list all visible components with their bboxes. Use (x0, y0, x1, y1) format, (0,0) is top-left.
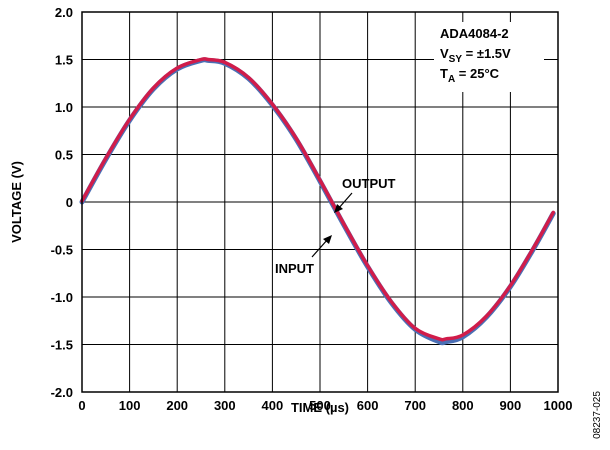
x-tick-label: 100 (119, 398, 141, 413)
y-tick-label: -1.0 (51, 290, 73, 305)
x-tick-label: 700 (404, 398, 426, 413)
x-tick-label: 800 (452, 398, 474, 413)
y-tick-label: 1.0 (55, 100, 73, 115)
y-tick-label: 1.5 (55, 53, 73, 68)
figure-id: 08237-025 (592, 391, 603, 439)
series-input-line (79, 57, 556, 346)
y-tick-label: -1.5 (51, 338, 73, 353)
y-axis-title: VOLTAGE (V) (9, 161, 24, 243)
x-tick-label: 500 (309, 398, 331, 413)
y-tick-label: 0 (66, 195, 73, 210)
output-label: OUTPUT (342, 176, 396, 191)
y-tick-label: -0.5 (51, 243, 73, 258)
input-arrow (311, 235, 332, 258)
y-tick-labels: 2.0 1.5 1.0 0.5 0 -0.5 -1.0 -1.5 -2.0 (51, 5, 73, 400)
x-tick-label: 900 (500, 398, 522, 413)
y-tick-label: 0.5 (55, 148, 73, 163)
x-tick-labels: 0 100 200 300 400 500 600 700 800 900 1000 (78, 398, 572, 413)
annotation-supply: VSY = ±1.5V (440, 46, 511, 65)
x-tick-label: 1000 (544, 398, 573, 413)
x-tick-label: 600 (357, 398, 379, 413)
y-tick-label: -2.0 (51, 385, 73, 400)
x-tick-label: 300 (214, 398, 236, 413)
series-group (79, 56, 556, 346)
y-tick-label: 2.0 (55, 5, 73, 20)
annotation-device: ADA4084-2 (440, 26, 509, 41)
input-label: INPUT (275, 261, 314, 276)
annotation-temperature: TA = 25°C (440, 66, 500, 85)
x-tick-label: 0 (78, 398, 85, 413)
series-output-line (80, 56, 555, 342)
x-axis-title: TIME (µs) (291, 400, 349, 415)
output-arrow (334, 192, 353, 213)
annotation-box (434, 22, 544, 92)
x-tick-label: 200 (166, 398, 188, 413)
x-tick-label: 400 (262, 398, 284, 413)
plot-frame (81, 11, 559, 393)
